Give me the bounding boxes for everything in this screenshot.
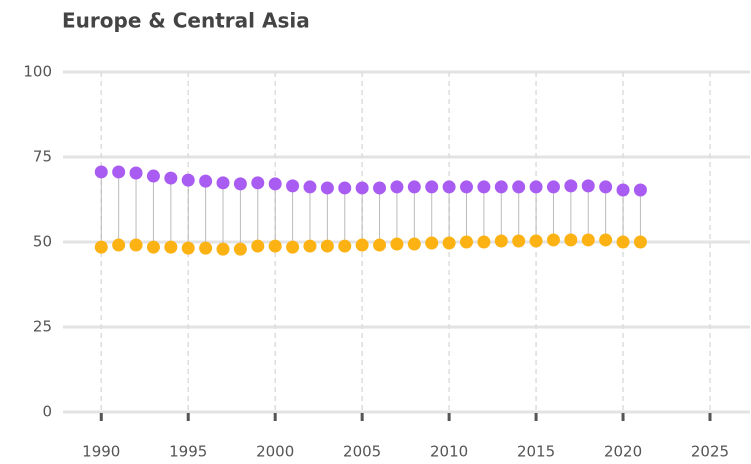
dot: [564, 179, 578, 193]
dot: [390, 237, 404, 251]
dot: [616, 183, 630, 197]
dot: [320, 181, 334, 195]
dot: [477, 180, 491, 194]
dot: [407, 180, 421, 194]
dot: [286, 179, 300, 193]
dot: [425, 236, 439, 250]
dot: [407, 237, 421, 251]
dot: [303, 239, 317, 253]
dot: [94, 240, 108, 254]
dot: [164, 171, 178, 185]
dot: [199, 241, 213, 255]
dot: [460, 180, 474, 194]
dot: [268, 177, 282, 191]
dot: [233, 177, 247, 191]
x-tick-label: 2015: [517, 443, 555, 461]
dot: [633, 235, 647, 249]
dot: [338, 239, 352, 253]
dot: [460, 235, 474, 249]
x-tick-label: 2000: [256, 443, 294, 461]
dot: [129, 166, 143, 180]
dot: [286, 240, 300, 254]
x-tick-label: 1995: [169, 443, 207, 461]
dot: [581, 179, 595, 193]
y-tick-label: 0: [42, 403, 52, 421]
dot: [373, 238, 387, 252]
dot: [112, 238, 126, 252]
dot: [146, 240, 160, 254]
dot: [494, 234, 508, 248]
dot: [633, 183, 647, 197]
dot: [390, 180, 404, 194]
dot: [199, 174, 213, 188]
dot: [216, 176, 230, 190]
x-tick-label: 2005: [343, 443, 381, 461]
dot: [564, 233, 578, 247]
dot: [251, 239, 265, 253]
dot: [529, 234, 543, 248]
dot: [268, 239, 282, 253]
dot: [181, 173, 195, 187]
dot: [320, 239, 334, 253]
dot: [112, 165, 126, 179]
dot: [425, 180, 439, 194]
dot: [599, 233, 613, 247]
dot: [442, 236, 456, 250]
dot: [181, 241, 195, 255]
dot: [494, 180, 508, 194]
dot: [512, 234, 526, 248]
dot: [616, 235, 630, 249]
dot: [546, 180, 560, 194]
dot: [546, 233, 560, 247]
dot: [373, 181, 387, 195]
dot: [164, 240, 178, 254]
dot: [303, 180, 317, 194]
y-tick-label: 75: [33, 148, 52, 166]
dot: [338, 181, 352, 195]
dot: [216, 242, 230, 256]
dot: [512, 180, 526, 194]
dot: [529, 180, 543, 194]
dot: [251, 176, 265, 190]
x-tick-label: 2020: [604, 443, 642, 461]
dot: [477, 235, 491, 249]
y-tick-label: 100: [23, 63, 52, 81]
y-tick-label: 50: [33, 233, 52, 251]
dot: [94, 165, 108, 179]
dot: [355, 181, 369, 195]
x-tick-label: 2010: [430, 443, 468, 461]
x-tick-label: 1990: [82, 443, 120, 461]
dot: [581, 233, 595, 247]
dot: [599, 180, 613, 194]
dot: [146, 169, 160, 183]
x-tick-label: 2025: [691, 443, 729, 461]
y-tick-label: 25: [33, 318, 52, 336]
dot: [442, 180, 456, 194]
chart-title: Europe & Central Asia: [62, 9, 310, 33]
dot: [233, 242, 247, 256]
dot: [355, 238, 369, 252]
dot: [129, 238, 143, 252]
